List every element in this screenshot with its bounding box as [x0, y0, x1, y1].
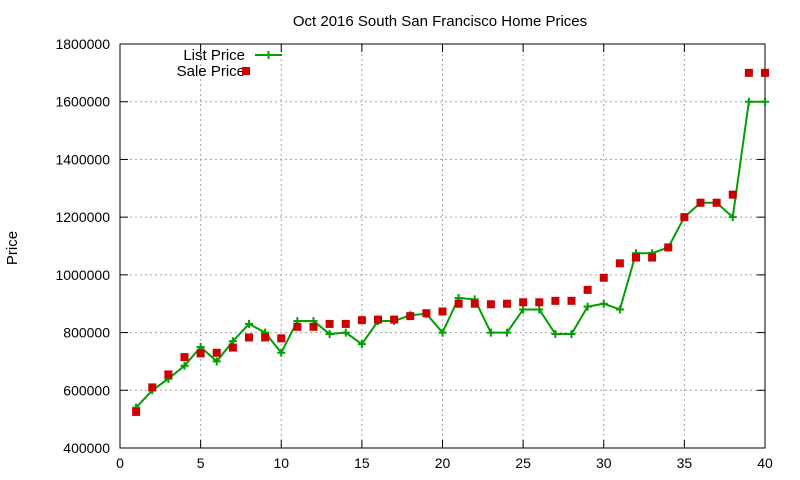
y-tick-label: 1200000 — [55, 209, 110, 225]
sale-price-point — [728, 190, 737, 199]
y-tick-label: 1000000 — [55, 267, 110, 283]
list-price-point — [583, 302, 592, 311]
sale-price-point — [132, 407, 141, 416]
sale-price-point — [180, 353, 189, 362]
sale-price-point — [309, 322, 318, 331]
x-tick-label: 15 — [354, 455, 370, 471]
sale-price-point — [470, 299, 479, 308]
sale-price-point — [422, 309, 431, 318]
sale-price-point — [454, 299, 463, 308]
list-price-point — [728, 213, 737, 222]
sale-price-point — [744, 68, 753, 77]
sale-price-point — [551, 296, 560, 305]
list-price-point — [551, 330, 560, 339]
x-tick-label: 25 — [515, 455, 531, 471]
y-axis: 400000 600000 800000 1000000 1200000 1400000 1… — [55, 36, 765, 456]
list-price-point — [761, 97, 769, 106]
legend-marker-list-price — [264, 51, 273, 59]
sale-price-point — [261, 333, 270, 342]
sale-price-point — [390, 315, 399, 324]
series-layer — [132, 68, 769, 416]
sale-price-point — [712, 198, 721, 207]
y-axis-label: Price — [4, 231, 21, 265]
list-price-point — [438, 328, 447, 337]
y-tick-label: 1400000 — [55, 151, 110, 167]
y-tick-label: 800000 — [63, 325, 110, 341]
sale-price-point — [357, 316, 366, 325]
list-price-point — [486, 328, 495, 337]
x-tick-label: 20 — [435, 455, 451, 471]
legend-label-list-price: List Price — [183, 47, 245, 64]
list-price-point — [341, 328, 350, 337]
sale-price-point — [761, 68, 769, 77]
y-tick-label: 400000 — [63, 440, 110, 456]
x-tick-label: 10 — [273, 455, 289, 471]
list-price-point — [744, 97, 753, 106]
list-price-line — [135, 100, 765, 409]
sale-price-point — [293, 322, 302, 331]
sale-price-point — [164, 370, 173, 379]
list-price-point — [245, 319, 253, 328]
list-price-point — [180, 361, 189, 370]
sale-price-point — [374, 315, 382, 324]
sale-price-point — [567, 296, 576, 305]
x-axis: 0 5 10 15 20 25 30 35 40 — [116, 44, 773, 471]
x-tick-label: 35 — [677, 455, 693, 471]
y-tick-label: 1600000 — [55, 94, 110, 110]
y-tick-label: 600000 — [63, 382, 110, 398]
y-tick-label: 1800000 — [55, 36, 110, 52]
sale-price-point — [341, 319, 350, 328]
sale-price-point — [486, 300, 495, 309]
sale-price-point — [148, 383, 157, 392]
list-price-point — [535, 305, 544, 314]
list-price-point — [519, 305, 528, 314]
list-price-point — [277, 348, 286, 357]
list-price-point — [212, 357, 221, 366]
legend-label-sale-price: Sale Price — [177, 63, 245, 80]
sale-price-point — [212, 348, 221, 357]
sale-price-point — [535, 298, 544, 307]
sale-price-point — [438, 307, 447, 316]
sale-price-point — [245, 333, 253, 342]
sale-price-point — [519, 298, 528, 307]
legend-marker-sale-price — [242, 67, 250, 75]
x-tick-label: 0 — [116, 455, 124, 471]
sale-price-point — [696, 198, 705, 207]
chart-title: Oct 2016 South San Francisco Home Prices — [293, 13, 587, 30]
sale-price-point — [664, 243, 673, 252]
sale-price-point — [406, 312, 415, 321]
sale-price-point — [615, 259, 624, 268]
list-price-point — [599, 299, 608, 308]
sale-price-point — [632, 253, 640, 262]
sale-price-point — [277, 334, 286, 343]
sale-price-point — [599, 273, 608, 282]
list-price-point — [357, 340, 366, 349]
list-price-point — [615, 305, 624, 314]
sale-price-point — [196, 349, 205, 358]
sale-price-point — [680, 213, 689, 222]
x-tick-label: 40 — [757, 455, 773, 471]
list-price-point — [503, 328, 511, 337]
grid — [120, 44, 765, 448]
sale-price-point — [325, 319, 334, 328]
x-tick-label: 30 — [596, 455, 612, 471]
sale-price-point — [648, 253, 657, 262]
sale-price-point — [228, 343, 237, 352]
sale-price-point — [503, 299, 511, 308]
x-tick-label: 5 — [197, 455, 205, 471]
list-price-point — [325, 330, 334, 339]
sale-price-point — [583, 285, 592, 294]
list-price-point — [567, 330, 576, 339]
